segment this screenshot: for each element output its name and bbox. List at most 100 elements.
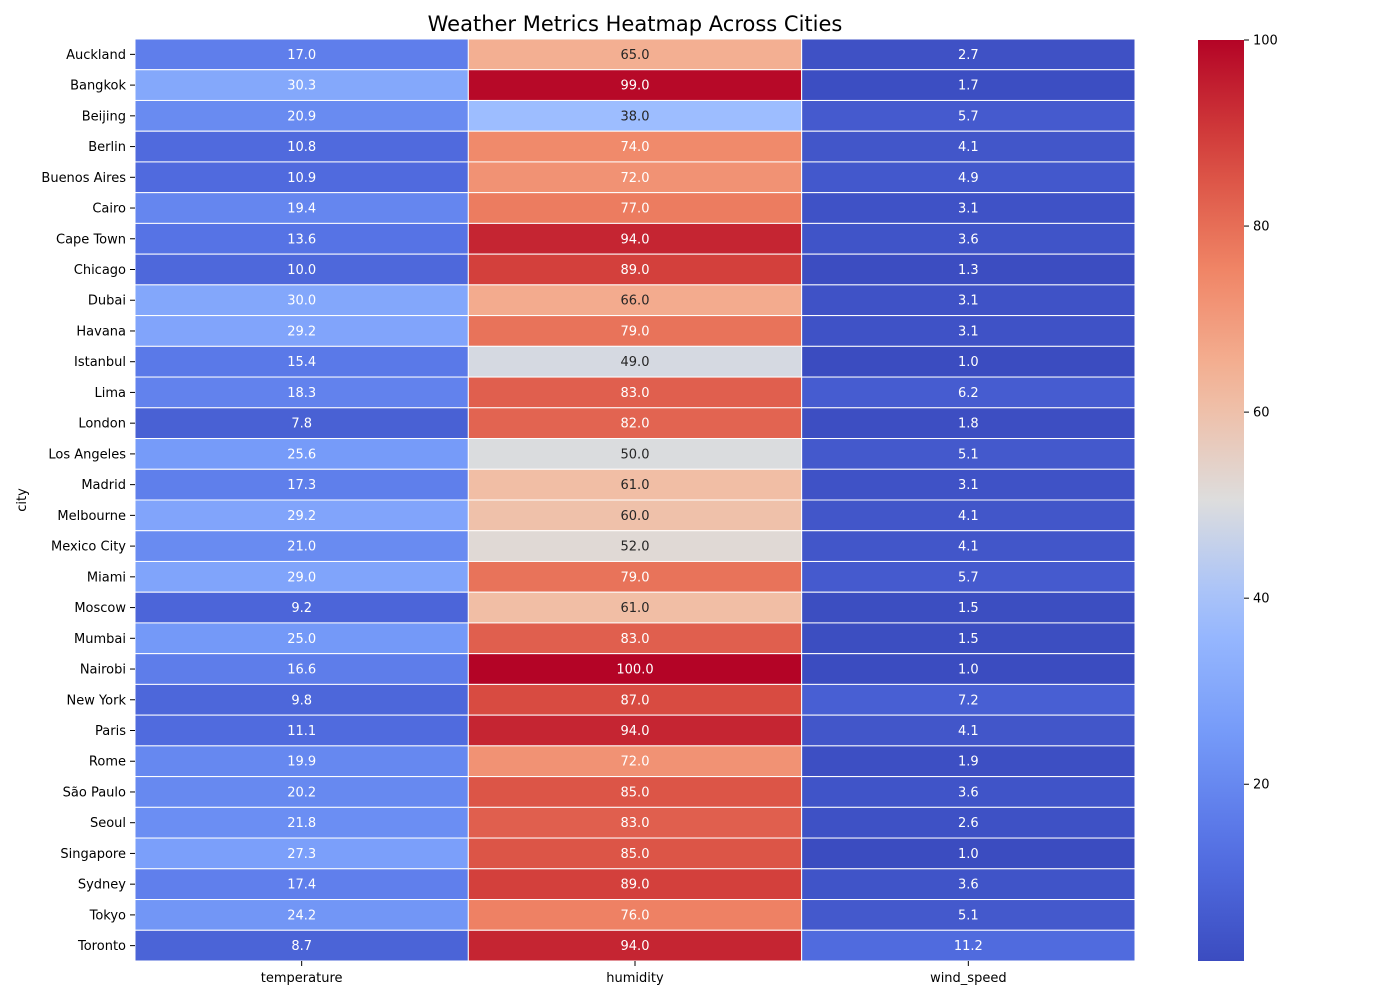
cell-value-label: 6.2 [958,386,979,401]
heatmap-cell [467,222,803,255]
heatmap-cell [134,530,469,562]
cell-value-label: 16.6 [287,663,316,678]
heatmap-cell [801,315,1136,347]
cell-value-label: 29.2 [287,509,316,524]
colorbar-tick-label: 60 [1253,406,1270,421]
cell-value-label: 25.0 [287,632,316,647]
y-tick-label: Beijing [82,109,126,124]
cell-value-label: 21.8 [287,816,316,831]
heatmap-cell [134,653,469,685]
cell-value-label: 79.0 [621,324,650,339]
y-tick-label: São Paulo [63,785,126,800]
heatmap-cell [801,376,1136,409]
heatmap-cell [134,407,469,440]
y-tick-label: Dubai [88,294,126,309]
colorbar-tick-label: 80 [1253,220,1270,235]
cell-value-label: 4.1 [958,724,979,739]
cell-value-label: 21.0 [287,540,316,555]
y-tick-label: Sydney [78,878,126,893]
row-labels: Auckland Bangkok Beijing Berlin Buenos Aires… [41,48,135,954]
cell-value-label: 7.2 [958,693,979,708]
y-axis-label: city [15,488,30,512]
y-tick-label: Bangkok [70,79,126,94]
colorbar: 20 40 60 80 100 [1198,34,1278,961]
heatmap-cell [467,868,803,901]
cell-value-label: 99.0 [621,79,650,94]
heatmap-cell [134,837,469,870]
y-tick-label: New York [66,693,126,708]
y-tick-label: Buenos Aires [41,171,126,186]
y-tick-label: Madrid [81,478,126,493]
y-tick-label: Los Angeles [48,447,126,462]
heatmap-cell [801,530,1136,562]
cell-value-label: 1.0 [958,355,979,370]
y-tick-label: Rome [89,755,126,770]
cell-value-label: 3.1 [958,324,979,339]
colorbar-gradient [1198,40,1244,961]
cell-value-label: 4.9 [958,171,979,186]
cell-value-label: 1.5 [958,632,979,647]
heatmap-cell [801,130,1136,163]
heatmap-cell [801,38,1136,71]
heatmap-cell [801,714,1136,747]
y-tick-label: Cape Town [56,232,126,247]
cell-value-label: 4.1 [958,509,979,524]
heatmap-cell [134,683,469,716]
colorbar-tick-label: 20 [1253,778,1270,793]
cell-value-label: 83.0 [621,632,650,647]
heatmap-cell [801,468,1136,501]
heatmap-cell [134,499,469,532]
y-tick-label: Toronto [77,939,126,954]
y-tick-label: Havana [76,324,126,339]
x-tick-label: temperature [261,971,343,986]
heatmap-cell [467,776,803,808]
cell-value-label: 87.0 [621,693,650,708]
y-tick-label: Lima [95,386,126,401]
cell-value-label: 66.0 [621,294,650,309]
cell-value-label: 24.2 [287,908,316,923]
heatmap-cell [801,745,1136,778]
cell-value-label: 5.7 [958,570,979,585]
heatmap-cell [801,222,1136,255]
heatmap-cell [801,499,1136,532]
heatmap-cell [467,38,803,71]
cell-value-label: 94.0 [621,724,650,739]
heatmap-cell [801,69,1136,101]
y-tick-label: Nairobi [80,663,126,678]
cell-value-label: 89.0 [621,878,650,893]
y-tick-label: Paris [95,724,126,739]
heatmap-cell [801,806,1136,839]
cell-value-label: 17.4 [287,878,316,893]
cell-value-label: 10.8 [287,140,316,155]
cell-value-label: 20.9 [287,109,316,124]
cell-value-label: 49.0 [621,355,650,370]
heatmap-cell [801,868,1136,901]
cell-value-label: 4.1 [958,540,979,555]
cell-value-label: 10.9 [287,171,316,186]
cell-value-label: 82.0 [621,417,650,432]
cell-value-label: 100.0 [616,663,653,678]
cell-value-label: 3.1 [958,294,979,309]
cell-value-label: 8.7 [291,939,312,954]
cell-value-label: 1.3 [958,263,979,278]
cell-value-label: 61.0 [621,601,650,616]
heatmap-cell [134,776,469,808]
cell-value-label: 13.6 [287,232,316,247]
heatmap-cell [467,530,803,562]
cell-value-label: 72.0 [621,171,650,186]
heatmap-cell [134,284,469,317]
cell-value-label: 3.1 [958,202,979,217]
x-tick-label: humidity [606,971,664,986]
heatmap-cell [467,161,803,194]
heatmap-cell [467,622,803,655]
heatmap-cell [134,222,469,255]
cell-value-label: 30.0 [287,294,316,309]
heatmap-cell [134,899,469,931]
cell-value-label: 29.0 [287,570,316,585]
y-tick-label: Mumbai [74,632,126,647]
heatmap-cell [801,192,1136,224]
cell-value-label: 77.0 [621,202,650,217]
heatmap-cell [801,407,1136,440]
